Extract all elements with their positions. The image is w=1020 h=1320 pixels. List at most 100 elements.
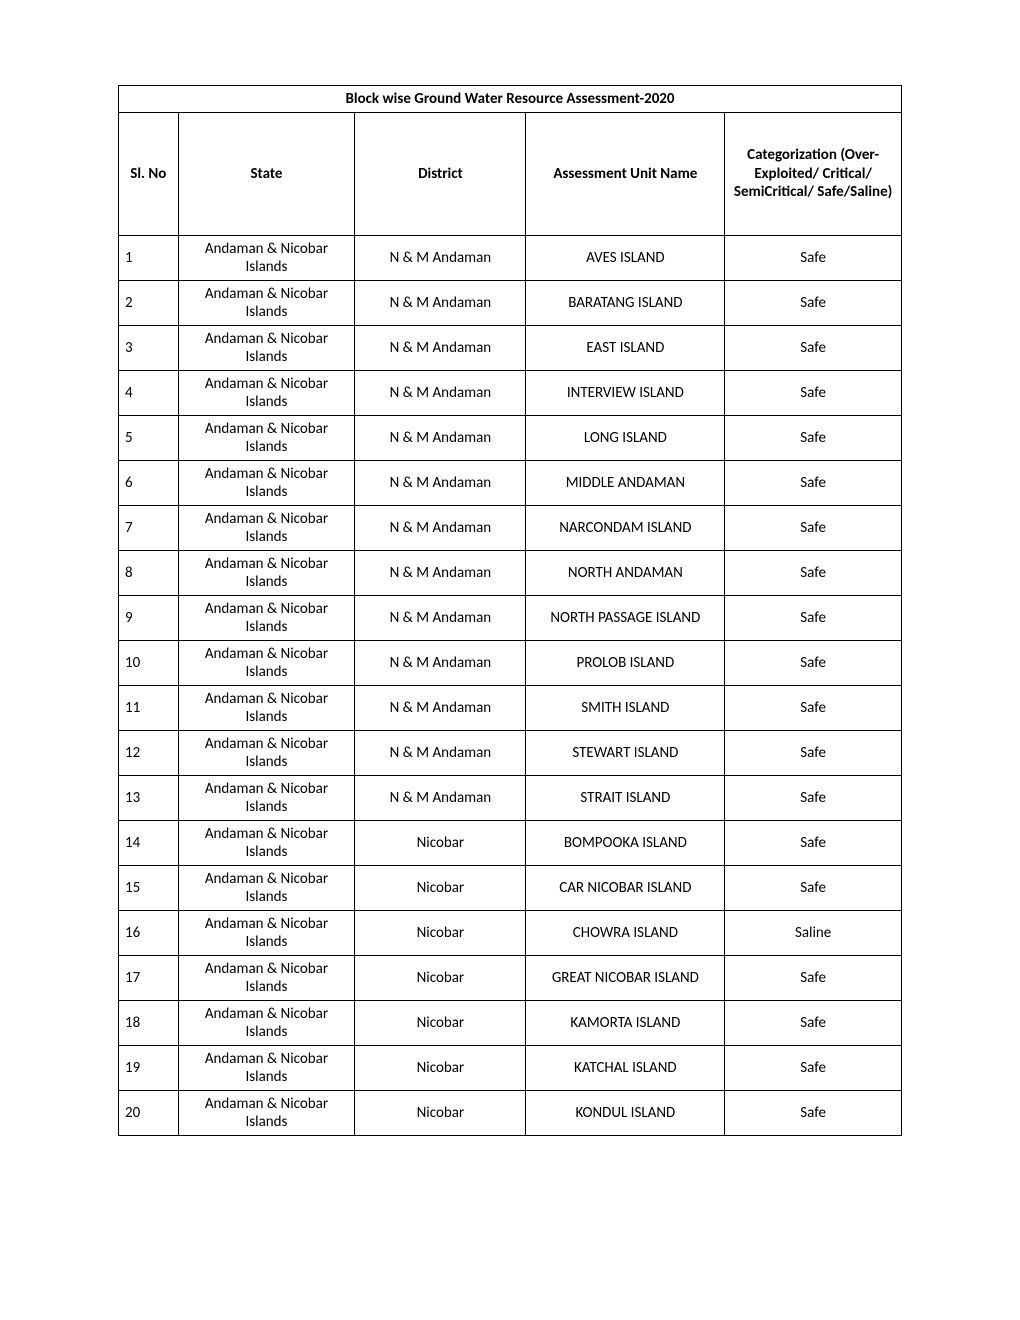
- cell-state: Andaman & Nicobar Islands: [178, 956, 355, 1001]
- table-row: 16Andaman & Nicobar IslandsNicobarCHOWRA…: [119, 911, 902, 956]
- table-row: 9Andaman & Nicobar IslandsN & M AndamanN…: [119, 596, 902, 641]
- cell-district: Nicobar: [355, 1046, 526, 1091]
- cell-category: Safe: [725, 326, 902, 371]
- cell-sl: 9: [119, 596, 179, 641]
- cell-unit: KAMORTA ISLAND: [526, 1001, 725, 1046]
- cell-state: Andaman & Nicobar Islands: [178, 731, 355, 776]
- cell-district: N & M Andaman: [355, 776, 526, 821]
- cell-unit: NORTH ANDAMAN: [526, 551, 725, 596]
- table-title: Block wise Ground Water Resource Assessm…: [119, 86, 902, 113]
- cell-unit: EAST ISLAND: [526, 326, 725, 371]
- cell-category: Safe: [725, 281, 902, 326]
- cell-unit: GREAT NICOBAR ISLAND: [526, 956, 725, 1001]
- cell-district: N & M Andaman: [355, 731, 526, 776]
- cell-district: N & M Andaman: [355, 281, 526, 326]
- cell-sl: 11: [119, 686, 179, 731]
- column-header-unit: Assessment Unit Name: [526, 113, 725, 236]
- table-row: 18Andaman & Nicobar IslandsNicobarKAMORT…: [119, 1001, 902, 1046]
- cell-category: Safe: [725, 596, 902, 641]
- table-body: 1Andaman & Nicobar IslandsN & M AndamanA…: [119, 236, 902, 1136]
- cell-unit: BARATANG ISLAND: [526, 281, 725, 326]
- cell-state: Andaman & Nicobar Islands: [178, 596, 355, 641]
- cell-sl: 13: [119, 776, 179, 821]
- cell-sl: 2: [119, 281, 179, 326]
- cell-sl: 12: [119, 731, 179, 776]
- cell-state: Andaman & Nicobar Islands: [178, 326, 355, 371]
- cell-state: Andaman & Nicobar Islands: [178, 686, 355, 731]
- table-row: 4Andaman & Nicobar IslandsN & M AndamanI…: [119, 371, 902, 416]
- cell-state: Andaman & Nicobar Islands: [178, 371, 355, 416]
- cell-district: N & M Andaman: [355, 551, 526, 596]
- cell-district: Nicobar: [355, 911, 526, 956]
- cell-sl: 18: [119, 1001, 179, 1046]
- cell-state: Andaman & Nicobar Islands: [178, 236, 355, 281]
- cell-category: Safe: [725, 776, 902, 821]
- cell-unit: CAR NICOBAR ISLAND: [526, 866, 725, 911]
- column-header-sl: Sl. No: [119, 113, 179, 236]
- table-row: 1Andaman & Nicobar IslandsN & M AndamanA…: [119, 236, 902, 281]
- cell-state: Andaman & Nicobar Islands: [178, 506, 355, 551]
- cell-district: Nicobar: [355, 1001, 526, 1046]
- cell-state: Andaman & Nicobar Islands: [178, 1046, 355, 1091]
- cell-district: N & M Andaman: [355, 596, 526, 641]
- cell-category: Safe: [725, 551, 902, 596]
- cell-category: Safe: [725, 371, 902, 416]
- table-header: Block wise Ground Water Resource Assessm…: [119, 86, 902, 236]
- table-column-header-row: Sl. No State District Assessment Unit Na…: [119, 113, 902, 236]
- table-row: 14Andaman & Nicobar IslandsNicobarBOMPOO…: [119, 821, 902, 866]
- cell-district: N & M Andaman: [355, 641, 526, 686]
- cell-district: N & M Andaman: [355, 461, 526, 506]
- cell-category: Safe: [725, 1046, 902, 1091]
- cell-sl: 8: [119, 551, 179, 596]
- cell-state: Andaman & Nicobar Islands: [178, 416, 355, 461]
- cell-unit: KONDUL ISLAND: [526, 1091, 725, 1136]
- table-row: 11Andaman & Nicobar IslandsN & M Andaman…: [119, 686, 902, 731]
- cell-state: Andaman & Nicobar Islands: [178, 1001, 355, 1046]
- cell-district: N & M Andaman: [355, 686, 526, 731]
- cell-district: N & M Andaman: [355, 506, 526, 551]
- cell-district: Nicobar: [355, 821, 526, 866]
- cell-sl: 3: [119, 326, 179, 371]
- table-row: 19Andaman & Nicobar IslandsNicobarKATCHA…: [119, 1046, 902, 1091]
- cell-state: Andaman & Nicobar Islands: [178, 1091, 355, 1136]
- table-row: 6Andaman & Nicobar IslandsN & M AndamanM…: [119, 461, 902, 506]
- table-row: 2Andaman & Nicobar IslandsN & M AndamanB…: [119, 281, 902, 326]
- cell-category: Safe: [725, 1001, 902, 1046]
- cell-sl: 14: [119, 821, 179, 866]
- cell-unit: PROLOB ISLAND: [526, 641, 725, 686]
- cell-state: Andaman & Nicobar Islands: [178, 866, 355, 911]
- table-row: 15Andaman & Nicobar IslandsNicobarCAR NI…: [119, 866, 902, 911]
- cell-unit: INTERVIEW ISLAND: [526, 371, 725, 416]
- cell-unit: LONG ISLAND: [526, 416, 725, 461]
- page-container: Block wise Ground Water Resource Assessm…: [0, 0, 1020, 1136]
- cell-category: Safe: [725, 641, 902, 686]
- cell-state: Andaman & Nicobar Islands: [178, 821, 355, 866]
- cell-category: Safe: [725, 506, 902, 551]
- table-row: 17Andaman & Nicobar IslandsNicobarGREAT …: [119, 956, 902, 1001]
- cell-category: Safe: [725, 416, 902, 461]
- cell-unit: NARCONDAM ISLAND: [526, 506, 725, 551]
- cell-district: N & M Andaman: [355, 236, 526, 281]
- cell-district: Nicobar: [355, 956, 526, 1001]
- cell-category: Saline: [725, 911, 902, 956]
- cell-unit: BOMPOOKA ISLAND: [526, 821, 725, 866]
- cell-sl: 6: [119, 461, 179, 506]
- cell-unit: SMITH ISLAND: [526, 686, 725, 731]
- column-header-state: State: [178, 113, 355, 236]
- table-row: 13Andaman & Nicobar IslandsN & M Andaman…: [119, 776, 902, 821]
- cell-district: N & M Andaman: [355, 416, 526, 461]
- cell-category: Safe: [725, 731, 902, 776]
- cell-sl: 5: [119, 416, 179, 461]
- cell-category: Safe: [725, 686, 902, 731]
- cell-state: Andaman & Nicobar Islands: [178, 281, 355, 326]
- table-row: 5Andaman & Nicobar IslandsN & M AndamanL…: [119, 416, 902, 461]
- cell-state: Andaman & Nicobar Islands: [178, 641, 355, 686]
- cell-unit: KATCHAL ISLAND: [526, 1046, 725, 1091]
- cell-category: Safe: [725, 461, 902, 506]
- cell-sl: 4: [119, 371, 179, 416]
- cell-district: N & M Andaman: [355, 326, 526, 371]
- cell-sl: 15: [119, 866, 179, 911]
- cell-sl: 16: [119, 911, 179, 956]
- cell-unit: NORTH PASSAGE ISLAND: [526, 596, 725, 641]
- table-row: 12Andaman & Nicobar IslandsN & M Andaman…: [119, 731, 902, 776]
